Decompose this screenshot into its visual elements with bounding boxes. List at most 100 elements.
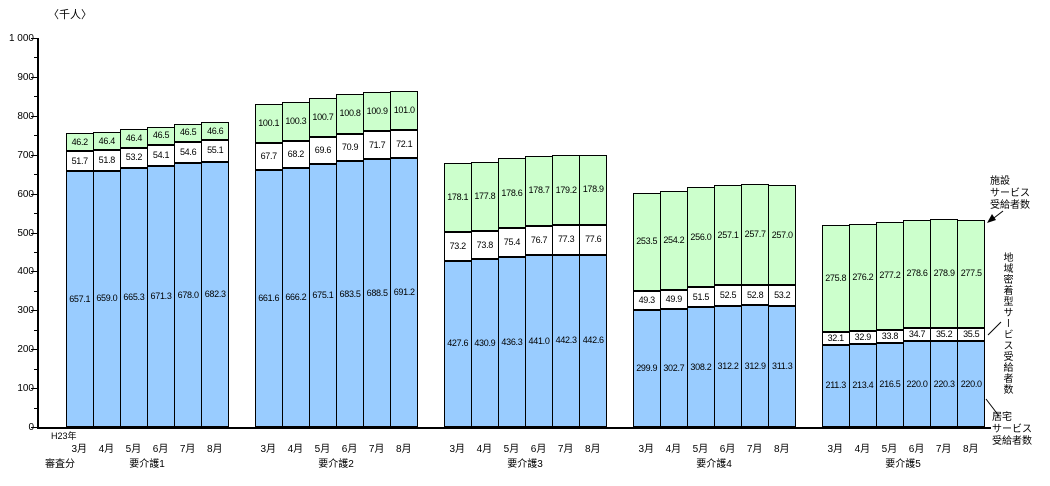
bar-value-home: 220.0: [906, 378, 928, 389]
bar-value-community: 51.5: [692, 291, 710, 302]
bar-segment-facility: 178.6: [497, 158, 526, 228]
bar-segment-facility: 179.2: [552, 155, 581, 225]
x-group-label: 要介護5: [885, 459, 921, 470]
x-month-label: 5月: [503, 444, 520, 455]
bar-value-community: 71.7: [368, 139, 386, 150]
bar-value-community: 52.5: [719, 289, 737, 300]
bar-segment-home: 312.2: [714, 305, 743, 427]
x-group-label: 要介護3: [507, 459, 543, 470]
bar-segment-facility: 253.5: [632, 192, 661, 292]
bar-value-facility: 46.4: [125, 132, 143, 143]
x-month-label: 5月: [314, 444, 331, 455]
bar-segment-facility: 46.5: [147, 126, 176, 145]
bar-segment-facility: 177.8: [470, 161, 499, 231]
bar-value-facility: 256.0: [690, 231, 712, 242]
bar-value-community: 75.4: [503, 237, 521, 248]
x-month-label: 8月: [962, 444, 979, 455]
bar-value-community: 72.1: [396, 138, 413, 149]
bar-value-home: 682.3: [204, 288, 226, 299]
bar-value-home: 442.6: [582, 335, 604, 346]
y-minor-tick: [34, 135, 37, 137]
bar-value-facility: 277.5: [960, 268, 982, 279]
bar-value-home: 213.4: [852, 379, 874, 390]
bar-value-home: 211.3: [825, 380, 847, 391]
home-label-line: 居宅: [992, 412, 1012, 423]
bar-value-facility: 46.6: [207, 125, 224, 136]
bar-segment-facility: 275.8: [821, 225, 850, 333]
y-minor-tick: [34, 329, 37, 331]
x-month-label: 7月: [746, 444, 763, 455]
bar-value-home: 442.3: [555, 335, 577, 346]
bar-segment-facility: 256.0: [686, 187, 715, 288]
bar-value-community: 53.2: [774, 290, 791, 301]
bar-segment-facility: 278.6: [903, 219, 932, 328]
x-month-label: 7月: [179, 444, 196, 455]
bar-value-community: 32.9: [854, 332, 872, 343]
bar-segment-facility: 46.6: [201, 122, 230, 141]
bar-segment-home: 442.6: [579, 254, 608, 427]
bar-value-facility: 177.8: [474, 190, 496, 201]
bar-segment-community: 32.9: [848, 331, 877, 344]
bar-value-home: 436.3: [501, 336, 523, 347]
bar-value-home: 688.5: [366, 287, 388, 298]
facility-label-line: 受給者数: [990, 200, 1030, 211]
bar-segment-community: 76.7: [525, 225, 554, 256]
bar-value-home: 659.0: [96, 293, 118, 304]
bar-segment-home: 442.3: [552, 254, 581, 427]
x-month-label: 4月: [665, 444, 682, 455]
bar-segment-home: 211.3: [821, 344, 850, 427]
y-tick-label: 900: [17, 71, 34, 83]
bar-segment-home: 299.9: [632, 310, 661, 427]
bar-segment-home: 213.4: [848, 343, 877, 427]
bar-segment-home: 430.9: [470, 259, 499, 427]
bar-value-facility: 275.8: [825, 273, 847, 284]
y-major-tick: [31, 427, 37, 428]
x-group-label: 要介護4: [696, 459, 732, 470]
bar-value-community: 49.9: [665, 294, 683, 305]
bar-segment-community: 35.5: [957, 327, 986, 342]
bar-value-home: 311.3: [772, 360, 793, 371]
bar-value-community: 52.8: [746, 289, 764, 300]
bar-value-facility: 46.5: [179, 127, 197, 138]
bar-segment-home: 675.1: [308, 164, 337, 427]
bar-value-community: 35.5: [963, 329, 980, 339]
x-month-label: 6月: [152, 444, 169, 455]
arrowhead-icon: [987, 214, 996, 223]
y-tick-label: 600: [17, 188, 34, 200]
facility-series-label: 施設 サービス 受給者数: [990, 176, 1030, 212]
bar-segment-home: 659.0: [92, 170, 121, 427]
bar-value-facility: 46.2: [71, 136, 89, 147]
y-major-tick: [31, 388, 37, 390]
bar-segment-community: 51.8: [92, 150, 121, 171]
bar-segment-facility: 178.7: [525, 156, 554, 226]
facility-label-line: サービス: [990, 188, 1030, 199]
bar-segment-community: 52.5: [714, 285, 743, 306]
bar-segment-community: 49.9: [659, 289, 688, 310]
y-tick-label: 0: [28, 422, 34, 433]
bar-segment-facility: 257.1: [714, 185, 743, 286]
bar-value-community: 54.6: [179, 147, 197, 158]
bar-value-facility: 278.6: [906, 268, 928, 279]
home-label-line: 受給者数: [992, 436, 1032, 447]
bar-segment-community: 34.7: [903, 327, 932, 342]
x-month-label: 3月: [260, 444, 277, 455]
bar-segment-community: 69.6: [308, 137, 337, 165]
x-month-label: 4月: [854, 444, 871, 455]
bar-segment-facility: 100.3: [281, 102, 310, 142]
bar-segment-home: 671.3: [147, 165, 176, 427]
bar-value-community: 68.2: [287, 149, 305, 160]
x-group-label: 要介護1: [129, 459, 165, 470]
bar-value-facility: 278.9: [933, 267, 955, 278]
y-tick-label: 300: [17, 305, 34, 317]
y-minor-tick: [34, 407, 37, 409]
y-major-tick: [31, 271, 37, 273]
y-tick-label: 400: [17, 266, 34, 278]
bar-value-facility: 257.7: [744, 229, 766, 240]
bar-value-facility: 100.8: [339, 108, 361, 119]
bar-segment-community: 52.8: [741, 284, 770, 306]
bar-segment-home: 682.3: [201, 161, 230, 427]
bar-value-community: 32.1: [827, 333, 845, 344]
bar-value-facility: 46.4: [98, 135, 116, 146]
bar-segment-facility: 277.5: [957, 219, 986, 328]
bar-value-community: 33.8: [881, 330, 899, 341]
